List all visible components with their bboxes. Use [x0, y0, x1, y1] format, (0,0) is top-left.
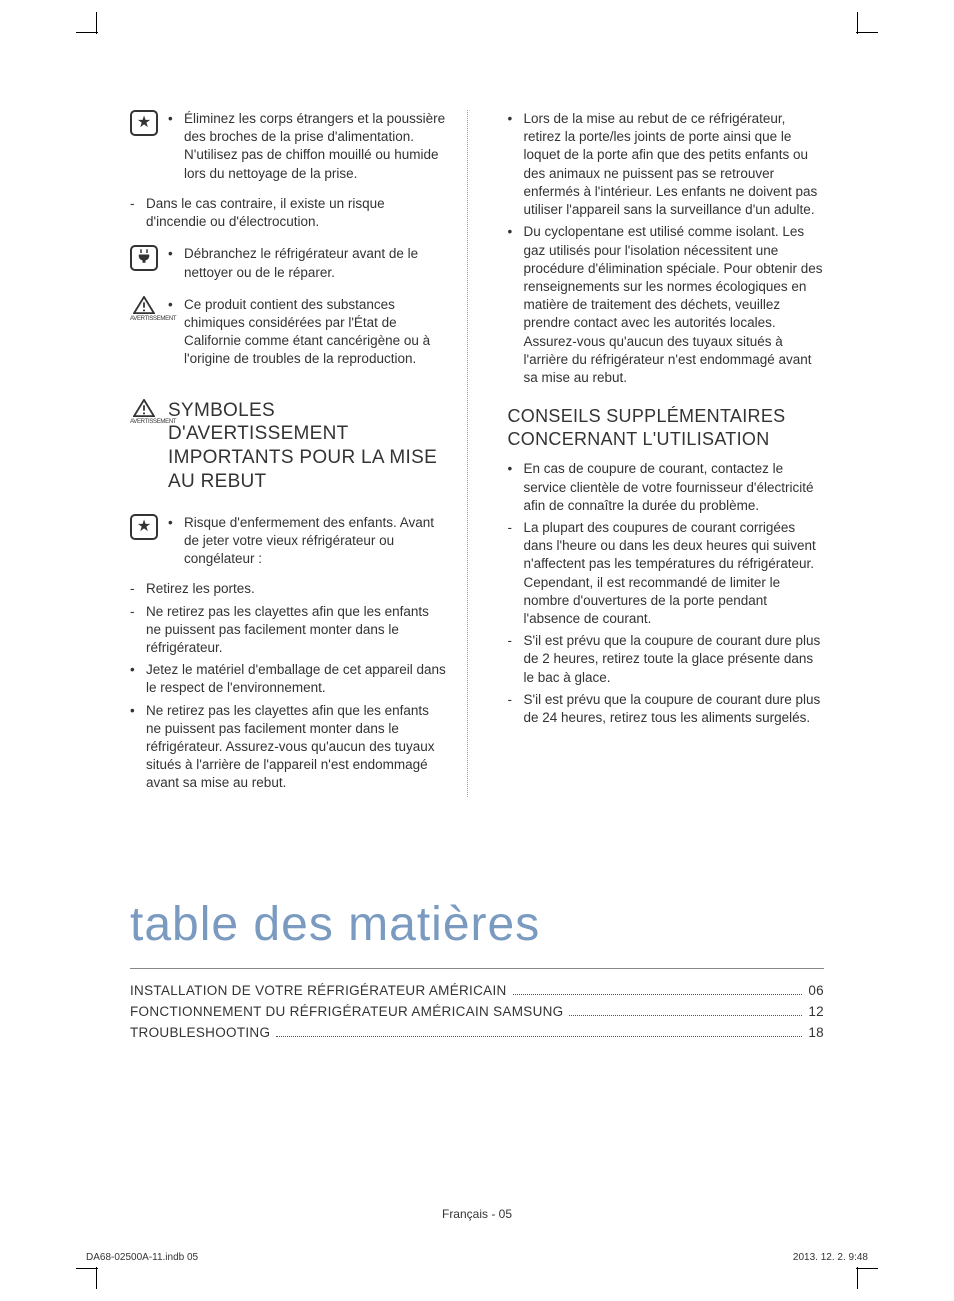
bullet-text: Débranchez le réfrigérateur avant de le … [168, 245, 447, 281]
dash-text: S'il est prévu que la coupure de courant… [508, 632, 825, 687]
toc-page: 12 [808, 1004, 824, 1019]
plug-icon [130, 245, 158, 271]
toc-label: INSTALLATION DE VOTRE RÉFRIGÉRATEUR AMÉR… [130, 983, 507, 998]
bullet-text: Ce produit contient des substances chimi… [168, 296, 447, 369]
two-column-layout: ★ Éliminez les corps étrangers et la pou… [130, 110, 824, 797]
toc-title: table des matières [130, 897, 824, 952]
bullet-text: Éliminez les corps étrangers et la pouss… [168, 110, 447, 183]
bullet-text: Ne retirez pas les clayettes afin que le… [130, 702, 447, 793]
page-footer-right: 2013. 12. 2. 9:48 [793, 1252, 868, 1263]
info-block: ★ Risque d'enfermement des enfants. Avan… [130, 514, 447, 573]
dash-text: S'il est prévu que la coupure de courant… [508, 691, 825, 727]
toc-page: 18 [808, 1025, 824, 1040]
toc-row: INSTALLATION DE VOTRE RÉFRIGÉRATEUR AMÉR… [130, 983, 824, 998]
toc-label: FONCTIONNEMENT DU RÉFRIGÉRATEUR AMÉRICAI… [130, 1004, 563, 1019]
crop-mark [96, 12, 97, 34]
warning-icon: AVERTISSEMENT [130, 399, 158, 426]
bullet-text: Du cyclopentane est utilisé comme isolan… [508, 223, 825, 387]
warning-label: AVERTISSEMENT [130, 418, 158, 426]
crop-mark [76, 32, 98, 33]
info-block: AVERTISSEMENT Ce produit contient des su… [130, 296, 447, 373]
dash-text: Retirez les portes. [130, 580, 447, 598]
crop-mark [76, 1268, 98, 1269]
content-area: ★ Éliminez les corps étrangers et la pou… [60, 60, 894, 1040]
crop-mark [856, 32, 878, 33]
bullet-text: En cas de coupure de courant, contactez … [508, 460, 825, 515]
star-icon: ★ [130, 110, 158, 136]
section-title: SYMBOLES D'AVERTISSEMENT IMPORTANTS POUR… [168, 399, 447, 494]
bullet-text: Lors de la mise au rebut de ce réfrigéra… [508, 110, 825, 219]
page-footer-center: Français - 05 [0, 1207, 954, 1221]
text-column: Débranchez le réfrigérateur avant de le … [168, 245, 447, 285]
page: ★ Éliminez les corps étrangers et la pou… [0, 0, 954, 1301]
text-column: Risque d'enfermement des enfants. Avant … [168, 514, 447, 573]
toc-divider [130, 968, 824, 969]
section-title: CONSEILS SUPPLÉMENTAIRES CONCERNANT L'UT… [508, 405, 825, 450]
toc-row: FONCTIONNEMENT DU RÉFRIGÉRATEUR AMÉRICAI… [130, 1004, 824, 1019]
warning-icon: AVERTISSEMENT [130, 296, 158, 323]
icon-column: ★ [130, 514, 168, 540]
toc-dots [513, 994, 803, 995]
bullet-text: Risque d'enfermement des enfants. Avant … [168, 514, 447, 569]
text-column: Ce produit contient des substances chimi… [168, 296, 447, 373]
toc-page: 06 [808, 983, 824, 998]
icon-column: ★ [130, 110, 168, 136]
dash-text: Dans le cas contraire, il existe un risq… [130, 195, 447, 231]
warning-label: AVERTISSEMENT [130, 315, 158, 323]
crop-mark [96, 1267, 97, 1289]
text-column: Éliminez les corps étrangers et la pouss… [168, 110, 447, 187]
right-column: Lors de la mise au rebut de ce réfrigéra… [508, 110, 825, 797]
toc-dots [276, 1036, 802, 1037]
toc-rows: INSTALLATION DE VOTRE RÉFRIGÉRATEUR AMÉR… [130, 983, 824, 1040]
crop-mark [857, 1267, 858, 1289]
toc-row: TROUBLESHOOTING 18 [130, 1025, 824, 1040]
icon-column: AVERTISSEMENT [130, 399, 168, 426]
toc-label: TROUBLESHOOTING [130, 1025, 270, 1040]
info-block: Débranchez le réfrigérateur avant de le … [130, 245, 447, 285]
table-of-contents: table des matières INSTALLATION DE VOTRE… [130, 897, 824, 1040]
dash-text: Ne retirez pas les clayettes afin que le… [130, 603, 447, 658]
star-icon: ★ [130, 514, 158, 540]
page-footer-left: DA68-02500A-11.indb 05 [86, 1252, 198, 1263]
icon-column [130, 245, 168, 271]
left-column: ★ Éliminez les corps étrangers et la pou… [130, 110, 468, 797]
crop-mark [856, 1268, 878, 1269]
dash-text: La plupart des coupures de courant corri… [508, 519, 825, 628]
section-heading-block: AVERTISSEMENT SYMBOLES D'AVERTISSEMENT I… [130, 399, 447, 504]
bullet-text: Jetez le matériel d'emballage de cet app… [130, 661, 447, 697]
crop-mark [857, 12, 858, 34]
text-column: SYMBOLES D'AVERTISSEMENT IMPORTANTS POUR… [168, 399, 447, 504]
info-block: ★ Éliminez les corps étrangers et la pou… [130, 110, 447, 187]
icon-column: AVERTISSEMENT [130, 296, 168, 323]
toc-dots [569, 1015, 802, 1016]
